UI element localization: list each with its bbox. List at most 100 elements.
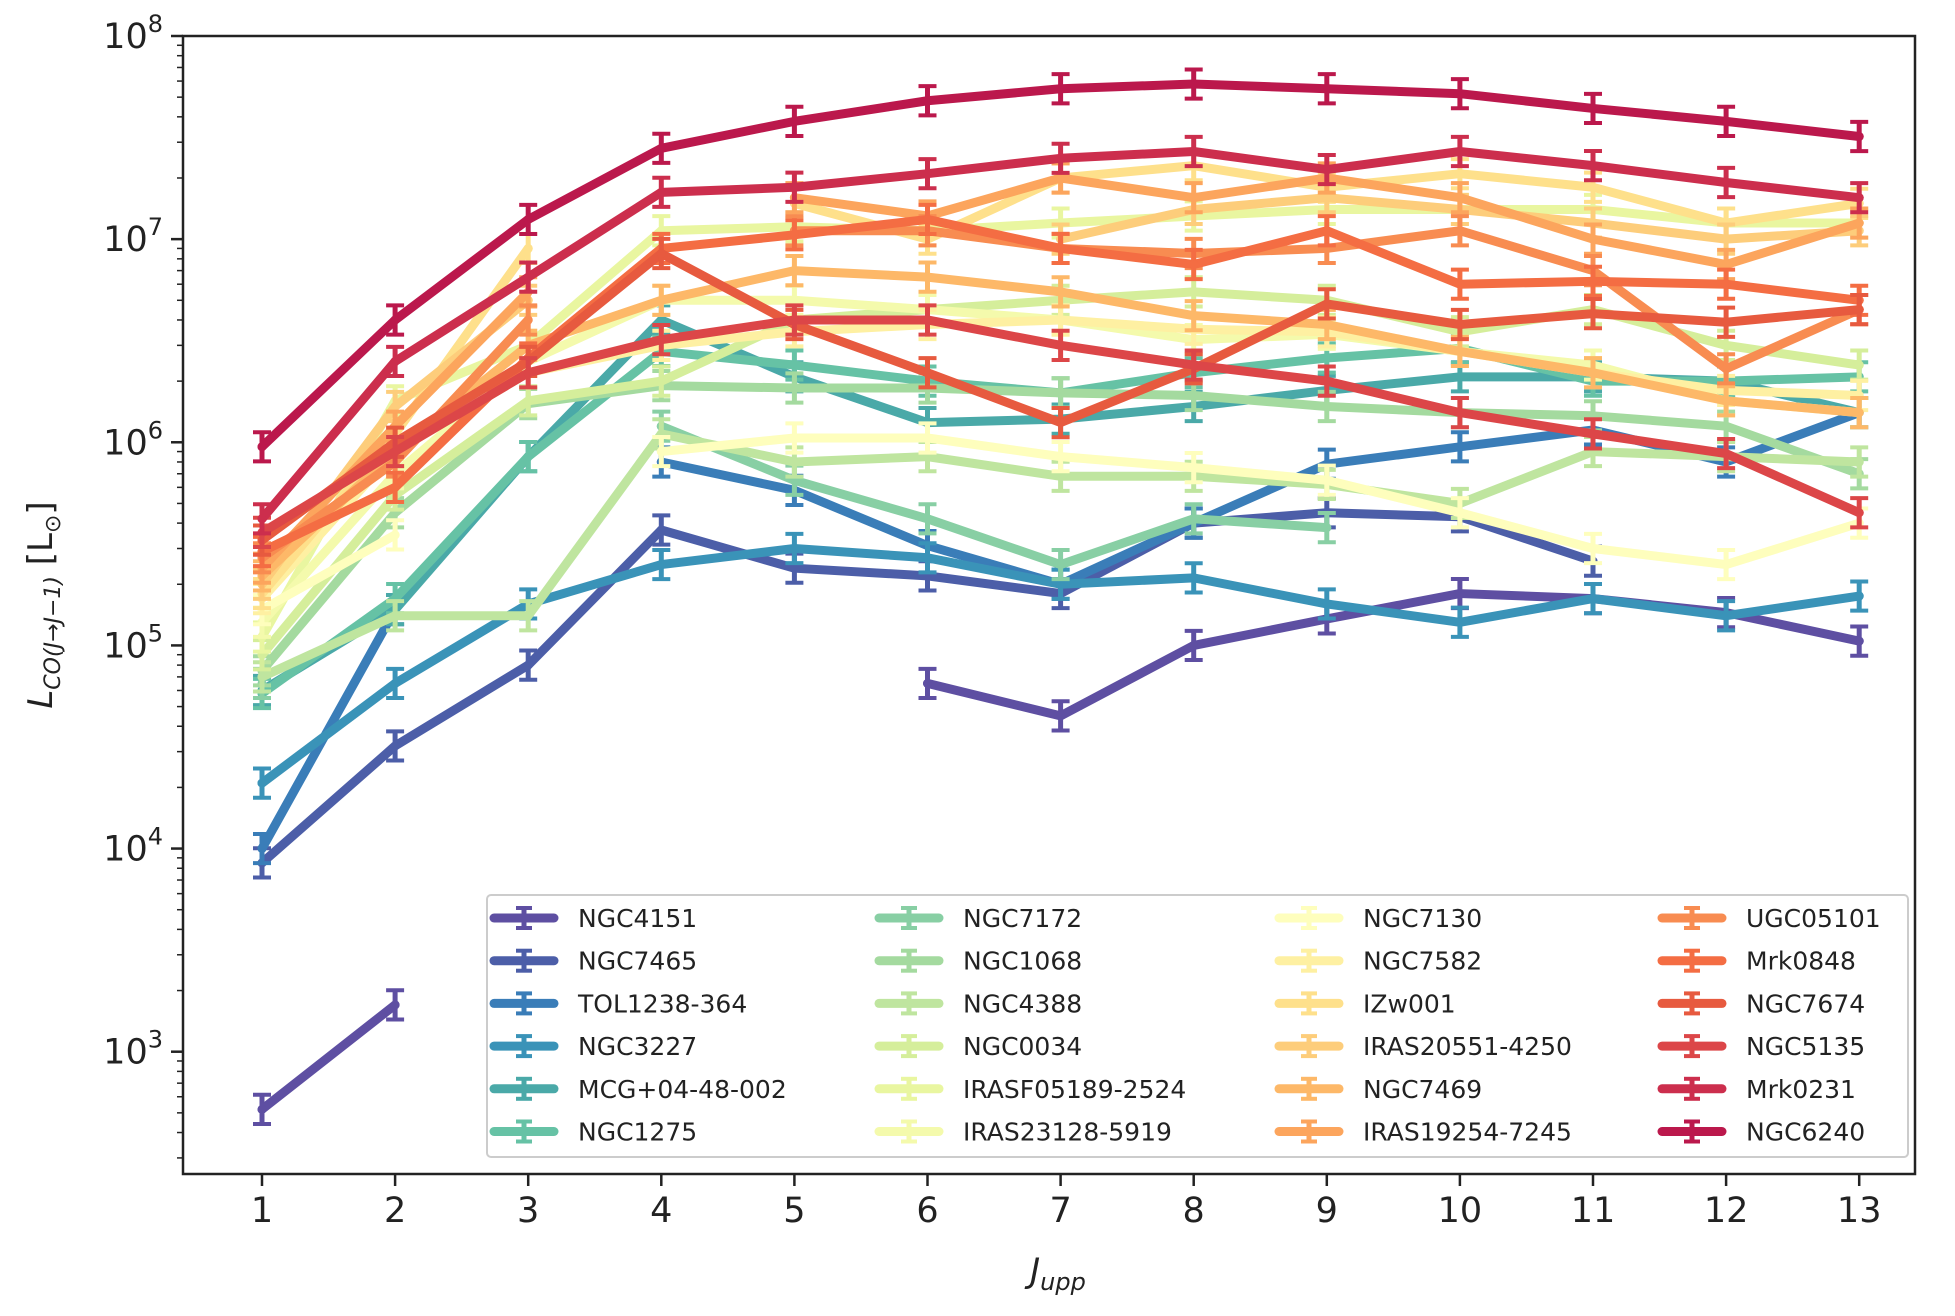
data-point [1721, 449, 1731, 459]
legend: NGC4151 NGC7465 TOL1238-364 NGC3227 MCG+04-4… [486, 894, 1909, 1158]
data-point [1854, 193, 1864, 203]
legend-item: NGC7674 [1657, 989, 1865, 1018]
legend-item: NGC4388 [874, 989, 1082, 1018]
data-point [390, 356, 400, 366]
data-point [1322, 320, 1332, 330]
legend-label: NGC7469 [1363, 1075, 1482, 1104]
data-point [1189, 287, 1199, 297]
data-point [390, 530, 400, 540]
data-point [1721, 421, 1731, 431]
data-point [656, 187, 666, 197]
data-point [1189, 260, 1199, 270]
legend-label: UGC05101 [1746, 904, 1881, 933]
data-point [1455, 589, 1465, 599]
data-point [1322, 475, 1332, 485]
data-point [1455, 617, 1465, 627]
legend-item: NGC7582 [1274, 947, 1482, 976]
data-point [1189, 463, 1199, 473]
legend-label: NGC5135 [1746, 1032, 1865, 1061]
data-point [1056, 153, 1066, 163]
data-point [1189, 573, 1199, 583]
data-point [1854, 636, 1864, 646]
data-point [656, 376, 666, 386]
data-point [1455, 442, 1465, 452]
data-point [1056, 711, 1066, 721]
data-point [1721, 364, 1731, 374]
data-point [1455, 89, 1465, 99]
data-point [1189, 360, 1199, 370]
data-point [923, 96, 932, 106]
data-point [1056, 84, 1066, 94]
y-tick-label: 105 [103, 619, 163, 666]
data-point [1854, 218, 1864, 228]
x-tick-label: 7 [1049, 1191, 1071, 1231]
y-axis-label: LCO(J→J−1) [L⊙] [21, 501, 66, 708]
series-line [656, 433, 1864, 570]
data-point [1854, 457, 1864, 467]
data-point [1322, 402, 1332, 412]
legend-item: IRASF05189-2524 [874, 1075, 1186, 1104]
data-point [1455, 372, 1465, 382]
data-point [1854, 132, 1864, 142]
legend-item: NGC7465 [489, 947, 697, 976]
x-tick-label: 1 [251, 1191, 273, 1231]
data-point [257, 778, 267, 788]
data-point [1322, 599, 1332, 609]
data-point [1721, 340, 1731, 350]
data-point [1721, 260, 1731, 270]
legend-label: NGC0034 [963, 1032, 1082, 1061]
data-point [656, 335, 666, 345]
legend-label: IRAS19254-7245 [1363, 1118, 1572, 1147]
data-point [390, 1000, 400, 1010]
data-point [789, 543, 799, 553]
series-line [656, 421, 1332, 570]
data-point [1721, 560, 1731, 570]
data-point [1721, 178, 1731, 188]
data-point [656, 143, 666, 153]
data-point [1189, 640, 1199, 650]
data-point [257, 672, 267, 682]
legend-item: NGC1275 [489, 1118, 697, 1147]
legend-label: NGC7674 [1746, 989, 1865, 1018]
x-tick-label: 12 [1704, 1191, 1749, 1231]
data-point [1189, 390, 1199, 400]
legend-label: NGC7172 [963, 904, 1082, 933]
data-point [1588, 234, 1598, 244]
data-point [923, 214, 932, 224]
x-tick-label: 9 [1316, 1191, 1338, 1231]
data-point [523, 214, 533, 224]
data-point [257, 844, 267, 854]
data-point [789, 433, 799, 443]
data-point [789, 230, 799, 240]
data-point [390, 447, 400, 457]
data-point [1056, 340, 1066, 350]
data-point [390, 315, 400, 325]
data-point [1189, 79, 1199, 89]
data-point [1056, 560, 1066, 570]
data-point [1455, 169, 1465, 179]
data-point [789, 315, 799, 325]
y-axis: 103 104 105 106 107 108 [103, 10, 183, 1159]
legend-item: MCG+04-48-002 [489, 1075, 787, 1104]
data-point [789, 457, 799, 467]
data-point [1189, 514, 1199, 524]
legend-item: IRAS19254-7245 [1274, 1118, 1572, 1147]
x-tick-label: 2 [384, 1191, 406, 1231]
data-point [390, 741, 400, 751]
data-point [1721, 396, 1731, 406]
legend-item: UGC05101 [1657, 904, 1881, 933]
data-point [523, 452, 533, 462]
plot-frame [181, 34, 1917, 1176]
legend-item: NGC1068 [874, 947, 1082, 976]
data-point [390, 402, 400, 412]
data-point [789, 383, 799, 393]
data-point [1721, 279, 1731, 289]
data-point [923, 514, 932, 524]
series-NGC7130 [253, 421, 1869, 627]
data-point [1322, 353, 1332, 363]
legend-item: IRAS23128-5919 [874, 1118, 1172, 1147]
data-point [789, 116, 799, 126]
legend-label: NGC7130 [1363, 904, 1482, 933]
legend-label: NGC4151 [578, 904, 697, 933]
data-point [1056, 388, 1066, 398]
